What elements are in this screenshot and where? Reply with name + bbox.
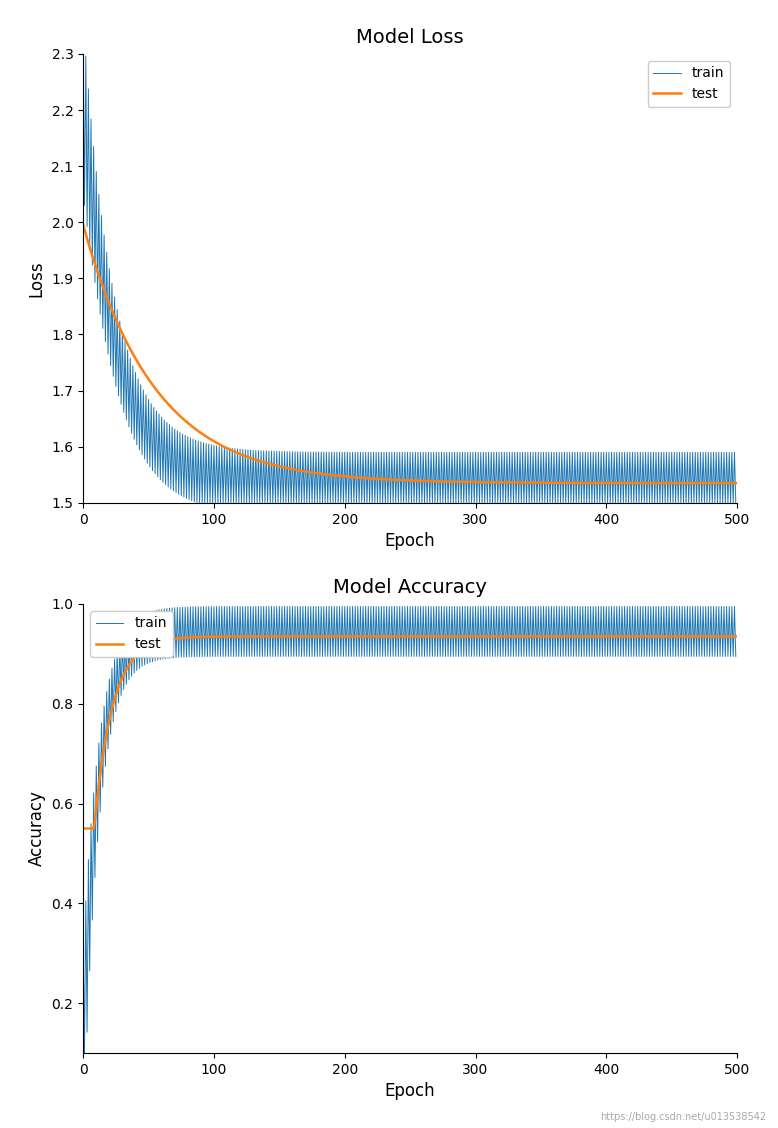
train [731, 496, 741, 510]
Y-axis label: Accuracy: Accuracy [28, 791, 46, 866]
Legend: train, test: train, test [90, 611, 173, 656]
train [195, 496, 205, 510]
Legend: train, test: train, test [647, 61, 730, 107]
Text: https://blog.csdn.net/u013538542: https://blog.csdn.net/u013538542 [600, 1112, 766, 1122]
train [433, 650, 442, 663]
test [388, 473, 398, 486]
test [731, 476, 741, 490]
train [664, 600, 674, 614]
train [433, 496, 442, 510]
test [467, 629, 476, 643]
train [615, 446, 624, 459]
test [388, 629, 398, 643]
test [79, 219, 88, 232]
train [394, 650, 403, 663]
Line: test: test [83, 226, 736, 483]
train [390, 446, 399, 459]
Line: train: train [83, 54, 736, 503]
train [468, 600, 478, 614]
X-axis label: Epoch: Epoch [385, 1082, 436, 1100]
test [392, 629, 401, 643]
test [392, 473, 401, 486]
Y-axis label: Loss: Loss [28, 261, 46, 297]
train [615, 600, 624, 614]
Title: Model Accuracy: Model Accuracy [333, 578, 487, 597]
test [432, 629, 441, 643]
test [716, 629, 725, 643]
test [467, 475, 476, 488]
train [717, 446, 726, 459]
test [728, 629, 738, 643]
test [613, 476, 622, 490]
Title: Model Loss: Model Loss [356, 28, 464, 46]
Line: test: test [83, 636, 736, 828]
train [80, 1046, 89, 1059]
test [432, 475, 441, 488]
Line: train: train [83, 607, 736, 1052]
train [718, 650, 727, 663]
train [731, 650, 741, 663]
test [613, 629, 622, 643]
train [79, 47, 88, 61]
train [390, 600, 399, 614]
X-axis label: Epoch: Epoch [385, 532, 436, 550]
train [468, 446, 478, 459]
test [731, 629, 741, 643]
train [394, 496, 403, 510]
test [79, 821, 88, 835]
test [716, 476, 725, 490]
train [79, 942, 88, 955]
